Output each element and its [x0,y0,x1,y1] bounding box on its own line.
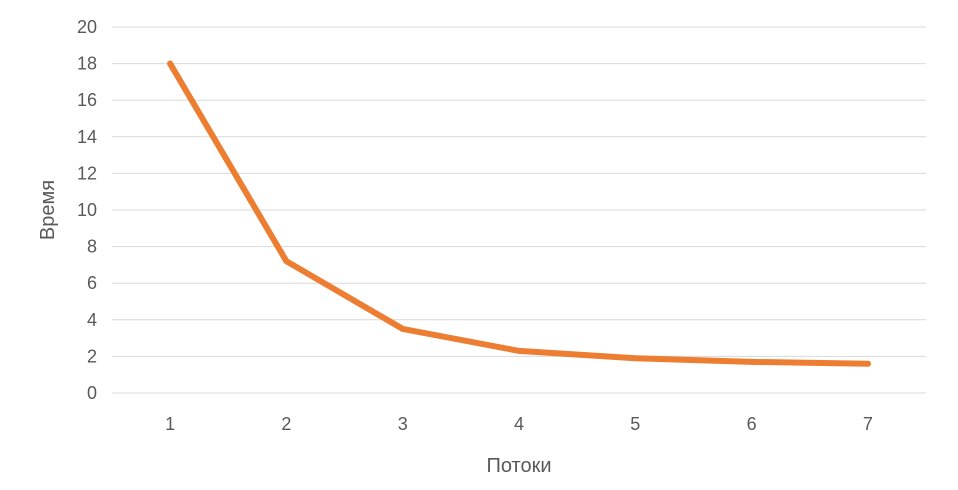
x-tick-label: 5 [630,414,640,434]
gridlines [112,26,926,394]
y-tick-label: 20 [77,17,97,37]
x-tick-label: 4 [514,414,524,434]
series-lines [167,60,871,367]
y-tick-label: 16 [77,90,97,110]
y-tick-label: 18 [77,54,97,74]
data-point [516,347,522,354]
x-tick-label: 2 [281,414,291,434]
y-tick-label: 10 [77,200,97,220]
x-tick-label: 7 [863,414,873,434]
y-tick-label: 8 [87,237,97,257]
data-point [167,60,174,67]
x-axis-tick-labels: 1 2 3 4 5 6 7 [165,414,873,434]
data-point [864,360,871,367]
data-point [399,325,406,332]
y-axis-tick-labels: 0 2 4 6 8 10 12 14 16 18 20 [77,17,97,403]
y-tick-label: 0 [87,383,97,403]
x-tick-label: 3 [398,414,408,434]
data-point [748,358,755,365]
data-point [283,258,290,265]
data-point [632,355,639,362]
y-tick-label: 2 [87,346,97,366]
x-tick-label: 1 [165,414,175,434]
x-axis-title: Потоки [486,455,551,477]
y-tick-label: 4 [87,310,97,330]
y-axis-title: Время [37,180,59,240]
y-tick-label: 12 [77,163,97,183]
y-tick-label: 14 [77,127,97,147]
x-tick-label: 6 [747,414,757,434]
y-tick-label: 6 [87,273,97,293]
series-line-0 [167,60,871,367]
